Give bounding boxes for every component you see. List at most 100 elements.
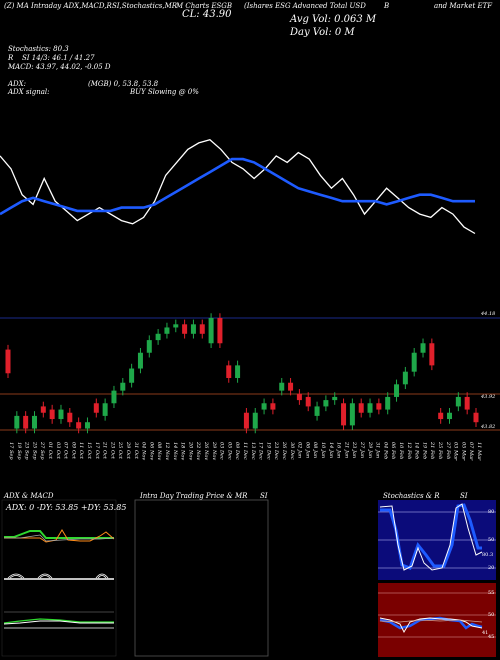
- date-axis-label: 17 Sep: [8, 442, 14, 460]
- date-axis-label: 23 Oct: [109, 441, 115, 460]
- date-axis-label: 29 Oct: [125, 441, 131, 460]
- candle-body: [411, 352, 417, 372]
- candle-body: [252, 412, 258, 429]
- header-title-left: (Z) MA Intraday ADX,MACD,R: [4, 2, 112, 10]
- date-axis-label: 26 Dec: [281, 441, 287, 460]
- header-right: and Market ETF: [434, 2, 493, 10]
- date-axis-label: 07 Mar: [468, 442, 474, 461]
- candle-body: [367, 403, 373, 413]
- oscillator-line-blue: [0, 157, 475, 216]
- candle-body: [5, 349, 11, 374]
- header-fund-name: (Ishares ESG Advanced Total USD: [244, 2, 366, 10]
- price-axis-label: 43.82: [480, 424, 495, 430]
- date-axis-label: 25 Sep: [31, 441, 37, 460]
- date-axis-label: 31 Oct: [133, 442, 139, 460]
- date-axis-label: 06 Nov: [148, 442, 154, 460]
- date-axis-label: 07 Oct: [63, 442, 69, 460]
- date-axis-label: 14 Nov: [172, 442, 178, 460]
- date-axis-label: 09 Dec: [234, 442, 240, 460]
- date-axis-label: 04 Feb: [382, 442, 388, 459]
- candle-body: [314, 406, 320, 416]
- date-axis-label: 11 Mar: [476, 442, 482, 461]
- adx-signal-label: ADX signal:: [8, 88, 50, 96]
- date-axis-label: 17 Dec: [258, 442, 264, 460]
- date-axis-label: 06 Feb: [390, 442, 396, 459]
- candle-body: [182, 324, 188, 334]
- rsi-tick: 50: [488, 612, 494, 618]
- candle-body: [305, 396, 311, 407]
- header-chart-for: M Charts ESGB: [176, 2, 233, 10]
- date-axis-label: 30 Dec: [289, 442, 295, 460]
- date-axis-label: 14 Jan: [328, 442, 334, 458]
- candle-body: [208, 318, 214, 344]
- rsi-value: 41: [482, 630, 488, 636]
- candle-body: [261, 403, 267, 410]
- adx-arch: [37, 573, 53, 579]
- date-axis-label: 20 Nov: [187, 441, 193, 460]
- candle-body: [341, 403, 347, 426]
- day-volume: Day Vol: 0 M: [290, 27, 355, 38]
- candle-body: [243, 412, 249, 429]
- candle-body: [164, 327, 170, 334]
- candle-body: [49, 409, 55, 420]
- date-axis-label: 05 Mar: [460, 442, 466, 461]
- candle-body: [146, 340, 152, 353]
- macd-green-line: [3, 618, 114, 624]
- candle-body: [102, 403, 108, 416]
- adx-green-line: [4, 530, 114, 539]
- candle-body: [235, 365, 241, 378]
- header-b: B: [384, 2, 390, 10]
- candle-body: [402, 371, 408, 385]
- stoch-blue-line: [380, 503, 482, 570]
- date-axis-label: 12 Nov: [164, 442, 170, 460]
- candle-body: [332, 396, 338, 401]
- date-axis-label: 25 Oct: [117, 441, 123, 460]
- candle-body: [473, 412, 479, 423]
- candle-body: [111, 390, 117, 404]
- stoch-tick: 20: [488, 565, 494, 571]
- date-axis-label: 03 Dec: [219, 442, 225, 460]
- rsi-readout: SI 14/3: 46.1 / 41.27: [22, 54, 95, 62]
- adx-arch-inner: [9, 575, 23, 579]
- date-axis-label: 18 Nov: [180, 442, 186, 460]
- candle-body: [58, 409, 64, 420]
- r-label: R: [8, 54, 14, 62]
- candle-body: [31, 415, 37, 429]
- candle-body: [420, 343, 426, 353]
- date-axis-label: 19 Dec: [265, 442, 271, 460]
- date-axis-label: 16 Jan: [336, 442, 342, 458]
- candle-body: [296, 393, 302, 401]
- candle-body: [76, 422, 82, 429]
- stoch-tick: 80: [488, 509, 494, 515]
- date-axis-label: 17 Oct: [94, 442, 100, 460]
- date-axis-label: 01 Oct: [47, 442, 53, 460]
- candle-body: [23, 415, 29, 429]
- date-axis-label: 05 Dec: [226, 442, 232, 460]
- candle-body: [358, 403, 364, 413]
- adx-arch-inner: [97, 575, 107, 579]
- date-axis-label: 21 Oct: [102, 441, 108, 460]
- candle-body: [129, 368, 135, 383]
- macd-white-line: [3, 620, 114, 625]
- candle-body: [394, 384, 400, 397]
- adx-panel-frame: [1, 499, 117, 657]
- candle-body: [14, 415, 20, 429]
- candle-body: [270, 403, 276, 410]
- rsi-white-line: [379, 617, 483, 634]
- date-axis-label: 11 Dec: [242, 442, 248, 460]
- oscillator-line-white: [0, 138, 476, 235]
- candle-body: [84, 422, 90, 429]
- rsi-blue-line: [379, 616, 483, 630]
- date-axis-label: 08 Jan: [312, 442, 318, 458]
- adx-readout: ADX: 0 -DY: 53.85 +DY: 53.85: [6, 503, 127, 512]
- candle-body: [385, 396, 391, 410]
- candle-body: [173, 324, 179, 328]
- date-axis-label: 10 Jan: [320, 442, 326, 458]
- rsi-tick: 55: [488, 590, 494, 596]
- candle-body: [455, 396, 461, 407]
- date-axis-label: 23 Jan: [351, 441, 357, 458]
- candle-body: [190, 324, 196, 334]
- date-axis-label: 12 Feb: [406, 442, 412, 459]
- candle-body: [226, 365, 232, 378]
- adx-arch-inner: [39, 575, 51, 579]
